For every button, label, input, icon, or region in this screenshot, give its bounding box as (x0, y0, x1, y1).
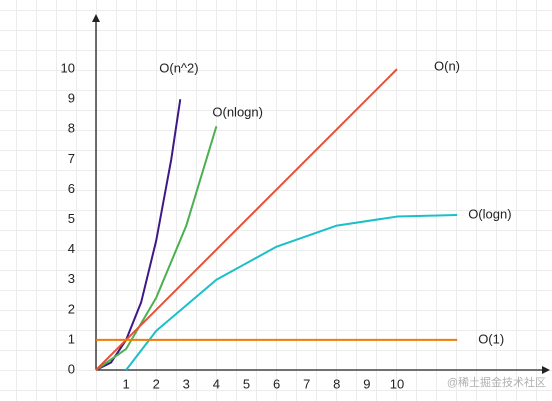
x-tick-label: 3 (183, 376, 190, 391)
y-tick-label: 5 (68, 211, 75, 226)
series-label: O(n^2) (159, 61, 198, 76)
series-line (125, 214, 458, 371)
x-tick-label: 10 (390, 376, 404, 391)
y-tick-label: 0 (68, 361, 75, 376)
y-tick-label: 6 (68, 181, 75, 196)
series-label: O(logn) (468, 206, 511, 221)
y-tick-label: 2 (68, 301, 75, 316)
x-tick-label: 5 (243, 376, 250, 391)
x-tick-label: 7 (303, 376, 310, 391)
y-tick-label: 3 (68, 271, 75, 286)
y-tick-label: 8 (68, 121, 75, 136)
x-tick-label: 6 (273, 376, 280, 391)
watermark: @稀土掘金技术社区 (447, 375, 546, 389)
x-tick-label: 2 (153, 376, 160, 391)
x-tick-label: 8 (333, 376, 340, 391)
x-tick-label: 1 (122, 376, 129, 391)
x-tick-label: 9 (363, 376, 370, 391)
y-tick-label: 9 (68, 91, 75, 106)
y-tick-label: 1 (68, 331, 75, 346)
series-line (95, 68, 398, 371)
series-line (95, 126, 218, 371)
series-label: O(n) (434, 59, 460, 74)
series-label: O(1) (478, 331, 504, 346)
y-tick-label: 10 (61, 61, 75, 76)
x-tick-label: 4 (213, 376, 220, 391)
y-tick-label: 4 (68, 241, 75, 256)
series-line (95, 99, 182, 371)
y-tick-label: 7 (68, 151, 75, 166)
series-label: O(nlogn) (212, 105, 263, 120)
